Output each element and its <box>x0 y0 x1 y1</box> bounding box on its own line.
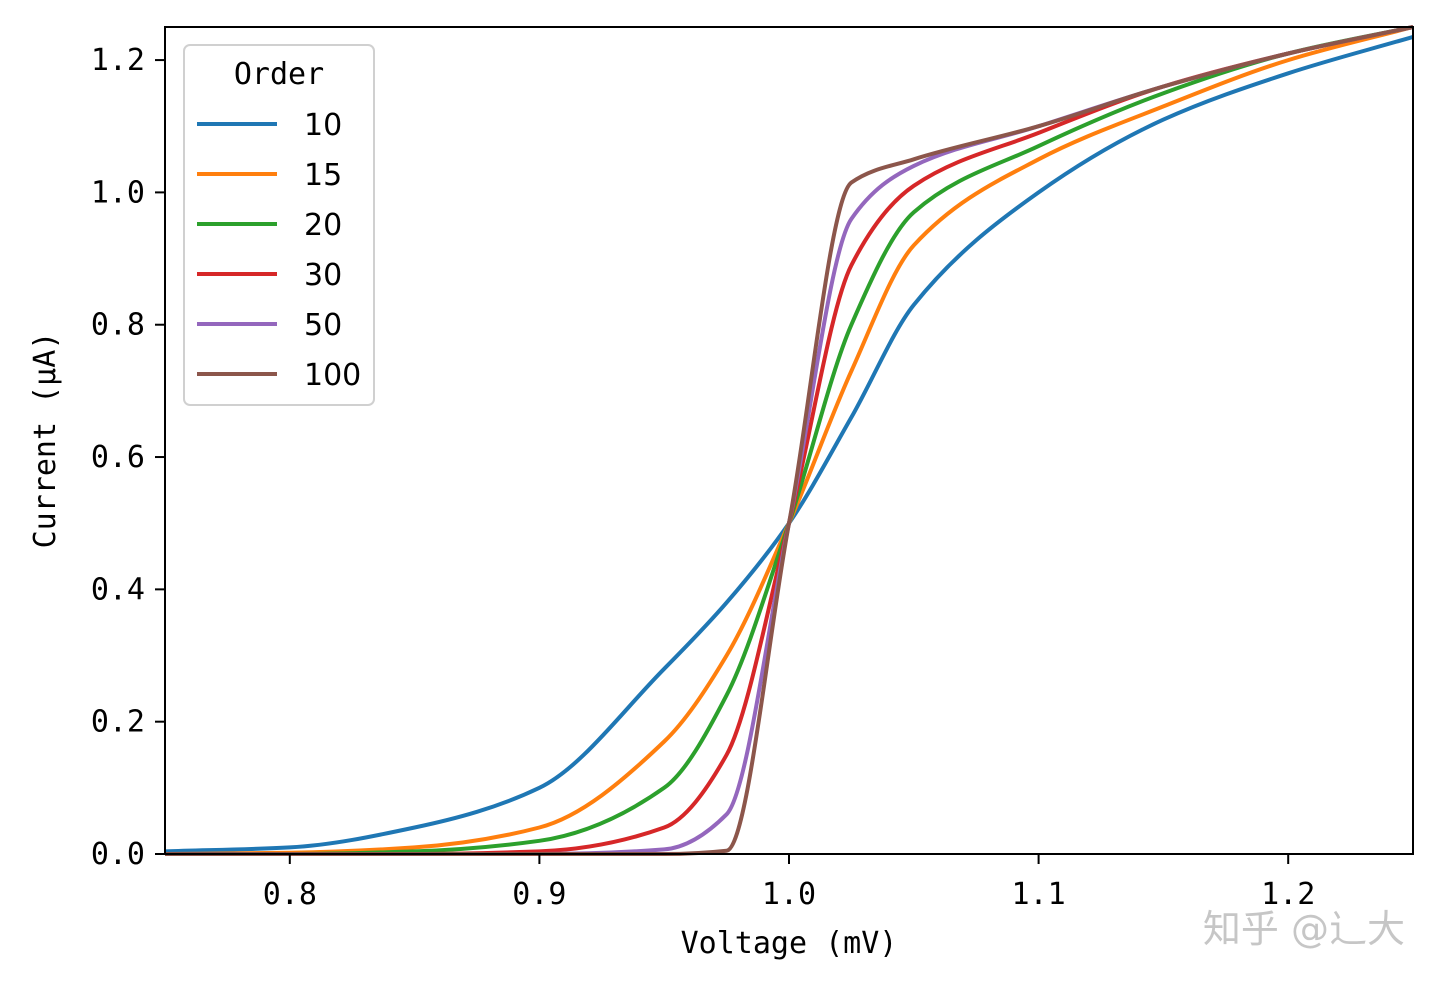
y-tick-label: 0.6 <box>91 440 145 475</box>
legend-label-100: 100 <box>304 358 361 393</box>
legend-label-15: 15 <box>304 158 342 193</box>
y-axis-label: Current (μA) <box>28 332 63 549</box>
x-axis-label: Voltage (mV) <box>681 926 898 961</box>
legend-box <box>183 44 375 406</box>
legend-items: 10 15 20 30 50 100 <box>197 108 361 393</box>
x-tick-label: 1.2 <box>1261 877 1315 912</box>
x-tick-label: 1.1 <box>1012 877 1066 912</box>
legend: Order 10 15 20 30 50 100 <box>183 44 375 406</box>
y-tick-label: 0.4 <box>91 572 145 607</box>
y-axis-ticks: 0.0 0.2 0.4 0.6 0.8 1.0 1.2 <box>91 43 165 872</box>
legend-title: Order <box>234 57 324 92</box>
y-tick-label: 0.2 <box>91 705 145 740</box>
legend-label-10: 10 <box>304 108 342 143</box>
x-tick-label: 0.9 <box>512 877 566 912</box>
legend-label-30: 30 <box>304 258 342 293</box>
y-tick-label: 0.8 <box>91 308 145 343</box>
y-tick-label: 1.2 <box>91 43 145 78</box>
x-axis-ticks: 0.8 0.9 1.0 1.1 1.2 <box>263 854 1315 912</box>
y-tick-label: 1.0 <box>91 175 145 210</box>
y-tick-label: 0.0 <box>91 837 145 872</box>
x-tick-label: 0.8 <box>263 877 317 912</box>
watermark: 知乎 @辶大 <box>1203 907 1405 951</box>
legend-label-50: 50 <box>304 308 342 343</box>
x-tick-label: 1.0 <box>762 877 816 912</box>
legend-label-20: 20 <box>304 208 342 243</box>
